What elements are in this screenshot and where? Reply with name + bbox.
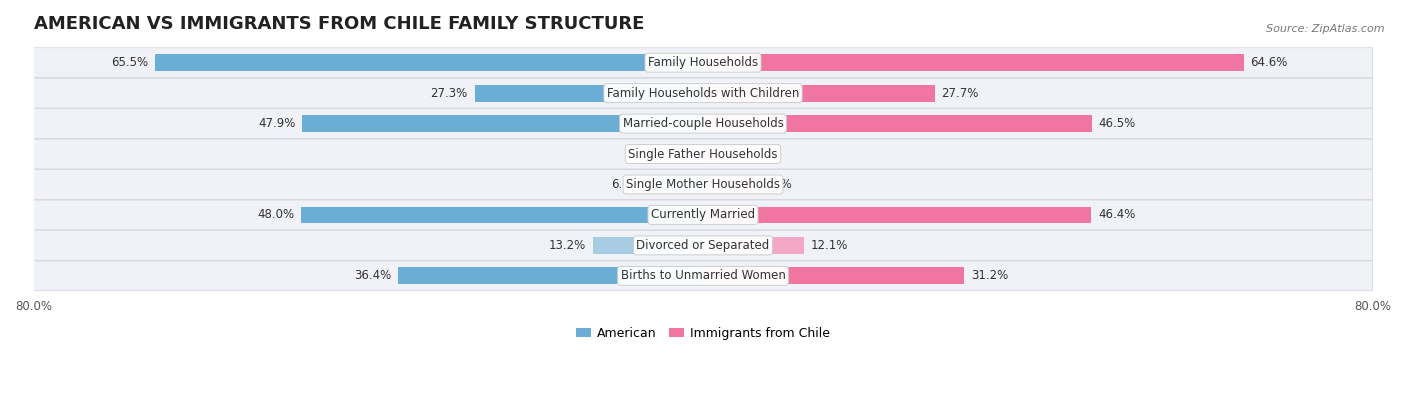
Bar xyxy=(155,54,703,71)
FancyBboxPatch shape xyxy=(34,139,1372,169)
Bar xyxy=(703,237,804,254)
Bar xyxy=(302,115,703,132)
Text: AMERICAN VS IMMIGRANTS FROM CHILE FAMILY STRUCTURE: AMERICAN VS IMMIGRANTS FROM CHILE FAMILY… xyxy=(34,15,644,33)
Text: 2.2%: 2.2% xyxy=(728,148,758,160)
Bar xyxy=(703,207,1091,223)
Text: 2.4%: 2.4% xyxy=(647,148,676,160)
Text: Births to Unmarried Women: Births to Unmarried Women xyxy=(620,269,786,282)
FancyBboxPatch shape xyxy=(34,78,1372,108)
Text: Divorced or Separated: Divorced or Separated xyxy=(637,239,769,252)
Text: Source: ZipAtlas.com: Source: ZipAtlas.com xyxy=(1267,24,1385,34)
Text: 6.3%: 6.3% xyxy=(762,178,792,191)
Text: 31.2%: 31.2% xyxy=(970,269,1008,282)
Text: Currently Married: Currently Married xyxy=(651,209,755,222)
FancyBboxPatch shape xyxy=(34,230,1372,260)
Text: Married-couple Households: Married-couple Households xyxy=(623,117,783,130)
Bar xyxy=(703,54,1244,71)
Text: 36.4%: 36.4% xyxy=(354,269,392,282)
Bar xyxy=(398,267,703,284)
Bar xyxy=(703,176,755,193)
Bar xyxy=(301,207,703,223)
Bar xyxy=(703,267,965,284)
Text: 46.5%: 46.5% xyxy=(1099,117,1136,130)
Text: 46.4%: 46.4% xyxy=(1098,209,1136,222)
Legend: American, Immigrants from Chile: American, Immigrants from Chile xyxy=(571,322,835,345)
Bar xyxy=(683,146,703,162)
Text: 27.3%: 27.3% xyxy=(430,87,468,100)
Text: 27.7%: 27.7% xyxy=(942,87,979,100)
Text: 47.9%: 47.9% xyxy=(259,117,295,130)
FancyBboxPatch shape xyxy=(34,48,1372,77)
Text: 65.5%: 65.5% xyxy=(111,56,148,69)
Bar xyxy=(648,176,703,193)
FancyBboxPatch shape xyxy=(34,261,1372,291)
Text: Family Households with Children: Family Households with Children xyxy=(607,87,799,100)
Text: 64.6%: 64.6% xyxy=(1250,56,1288,69)
Text: 12.1%: 12.1% xyxy=(811,239,848,252)
Bar xyxy=(703,115,1092,132)
Bar xyxy=(475,85,703,102)
Bar xyxy=(703,146,721,162)
FancyBboxPatch shape xyxy=(34,200,1372,230)
FancyBboxPatch shape xyxy=(34,109,1372,139)
Text: 13.2%: 13.2% xyxy=(548,239,586,252)
Text: Single Father Households: Single Father Households xyxy=(628,148,778,160)
Text: 6.6%: 6.6% xyxy=(612,178,641,191)
FancyBboxPatch shape xyxy=(34,169,1372,199)
Text: 48.0%: 48.0% xyxy=(257,209,295,222)
Bar xyxy=(592,237,703,254)
Bar xyxy=(703,85,935,102)
Text: Single Mother Households: Single Mother Households xyxy=(626,178,780,191)
Text: Family Households: Family Households xyxy=(648,56,758,69)
